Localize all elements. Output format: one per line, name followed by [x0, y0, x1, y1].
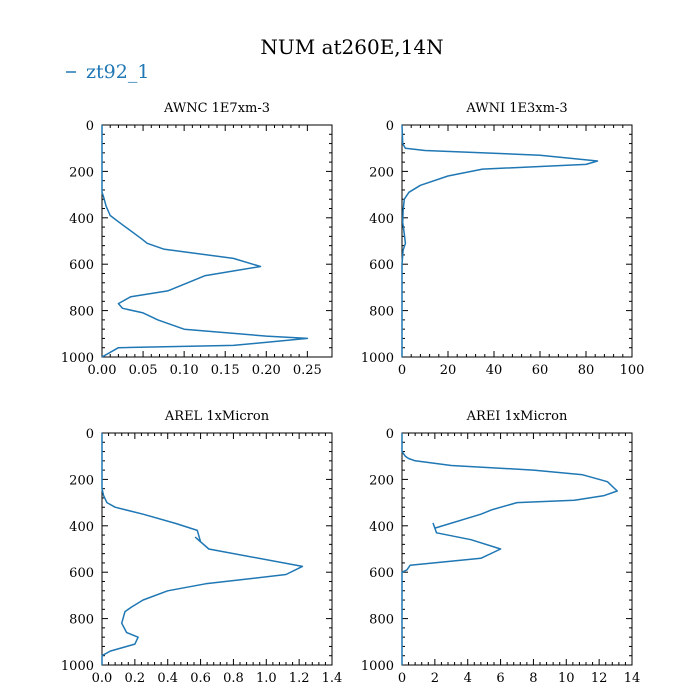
- y-tick-label-arei: 400: [369, 520, 394, 535]
- panel-title-awni: AWNI 1E3xm-3: [465, 101, 567, 116]
- x-tick-label-arel: 0.2: [125, 671, 146, 686]
- x-tick-label-awnc: 0.10: [170, 363, 199, 378]
- series-line-awni: [401, 124, 599, 357]
- y-tick-label-awni: 400: [369, 212, 394, 227]
- y-tick-label-awnc: 600: [69, 258, 94, 273]
- x-tick-label-awni: 80: [578, 363, 595, 378]
- x-tick-label-awni: 60: [532, 363, 549, 378]
- y-tick-label-arei: 200: [369, 473, 394, 488]
- series-line-arei: [401, 433, 618, 665]
- y-tick-label-awni: 600: [369, 258, 394, 273]
- y-tick-label-awnc: 800: [69, 305, 94, 320]
- series-line-awnc: [101, 125, 309, 358]
- panel-arel: AREL 1xMicron 0.0 0.2 0.4 0.6 0.8 1.0 1.2 1.4 0 20…: [61, 409, 342, 686]
- y-tick-label-arel: 800: [69, 613, 94, 628]
- y-tick-label-arel: 0: [86, 427, 94, 442]
- x-tick-label-arei: 0: [398, 671, 406, 686]
- x-tick-label-arel: 1.4: [322, 671, 343, 686]
- y-tick-label-awnc: 0: [86, 119, 94, 134]
- y-tick-label-awni: 200: [369, 165, 394, 180]
- panel-awnc: AWNC 1E7xm-3 0.00 0.05 0.10 0.15 0.20 0.25 0 200…: [61, 101, 333, 378]
- x-tick-label-arei: 14: [624, 671, 641, 686]
- x-tick-label-arei: 12: [591, 671, 608, 686]
- x-tick-label-awnc: 0.05: [129, 363, 158, 378]
- x-tick-label-arei: 6: [496, 671, 504, 686]
- x-tick-label-awni: 20: [440, 363, 457, 378]
- panel-awni: AWNI 1E3xm-30 20 40 60 80 1000200400600800100…: [361, 101, 645, 378]
- x-tick-label-arel: 0.0: [92, 671, 113, 686]
- y-tick-label-awnc: 400: [69, 212, 94, 227]
- plot-frame-awni: [401, 124, 633, 358]
- panel-title-arei: AREI 1xMicron: [466, 409, 568, 424]
- y-tick-label-arei: 600: [369, 566, 394, 581]
- legend-label: zt92_1: [86, 61, 149, 83]
- y-tick-label-awnc: 1000: [61, 351, 94, 366]
- plot-frame-awnc: [101, 124, 333, 358]
- x-tick-label-arel: 1.2: [289, 671, 310, 686]
- y-tick-label-arel: 1000: [61, 659, 94, 674]
- y-tick-label-arel: 200: [69, 473, 94, 488]
- x-tick-label-arei: 2: [431, 671, 439, 686]
- panel-title-arel: AREL 1xMicron: [164, 409, 270, 424]
- y-tick-label-awnc: 200: [69, 165, 94, 180]
- panel-arei: AREI 1xMicron 0 2 4 6 8 10 12 14 0 200 400 600 800 100…: [361, 409, 640, 686]
- y-tick-label-arei: 800: [369, 613, 394, 628]
- x-tick-label-awni: 0: [398, 363, 406, 378]
- y-tick-label-arei: 0: [386, 427, 394, 442]
- x-tick-label-awnc: 0.25: [293, 363, 322, 378]
- x-tick-label-arel: 0.8: [223, 671, 244, 686]
- y-tick-label-awni: 800: [369, 305, 394, 320]
- figure-title: NUM at260E,14N: [260, 35, 443, 59]
- plot-frame-arei: [401, 432, 633, 666]
- x-tick-label-arel: 0.6: [190, 671, 211, 686]
- y-tick-label-arei: 1000: [361, 659, 394, 674]
- y-tick-label-awni: 0: [386, 119, 394, 134]
- x-tick-label-arei: 10: [558, 671, 575, 686]
- plot-frame-arel: [101, 432, 333, 666]
- y-tick-label-arel: 400: [69, 520, 94, 535]
- panel-title-awnc: AWNC 1E7xm-3: [163, 101, 270, 116]
- x-tick-label-awni: 40: [486, 363, 503, 378]
- x-tick-label-awnc: 0.00: [88, 363, 117, 378]
- y-tick-label-arel: 600: [69, 566, 94, 581]
- x-tick-label-arei: 4: [464, 671, 472, 686]
- series-line-arel: [101, 433, 304, 665]
- y-tick-label-awni: 1000: [361, 351, 394, 366]
- x-tick-label-awnc: 0.20: [252, 363, 281, 378]
- x-tick-label-awnc: 0.15: [211, 363, 240, 378]
- x-tick-label-arel: 0.4: [157, 671, 178, 686]
- x-tick-label-awni: 100: [620, 363, 645, 378]
- x-tick-label-arel: 1.0: [256, 671, 277, 686]
- x-tick-label-arei: 8: [529, 671, 537, 686]
